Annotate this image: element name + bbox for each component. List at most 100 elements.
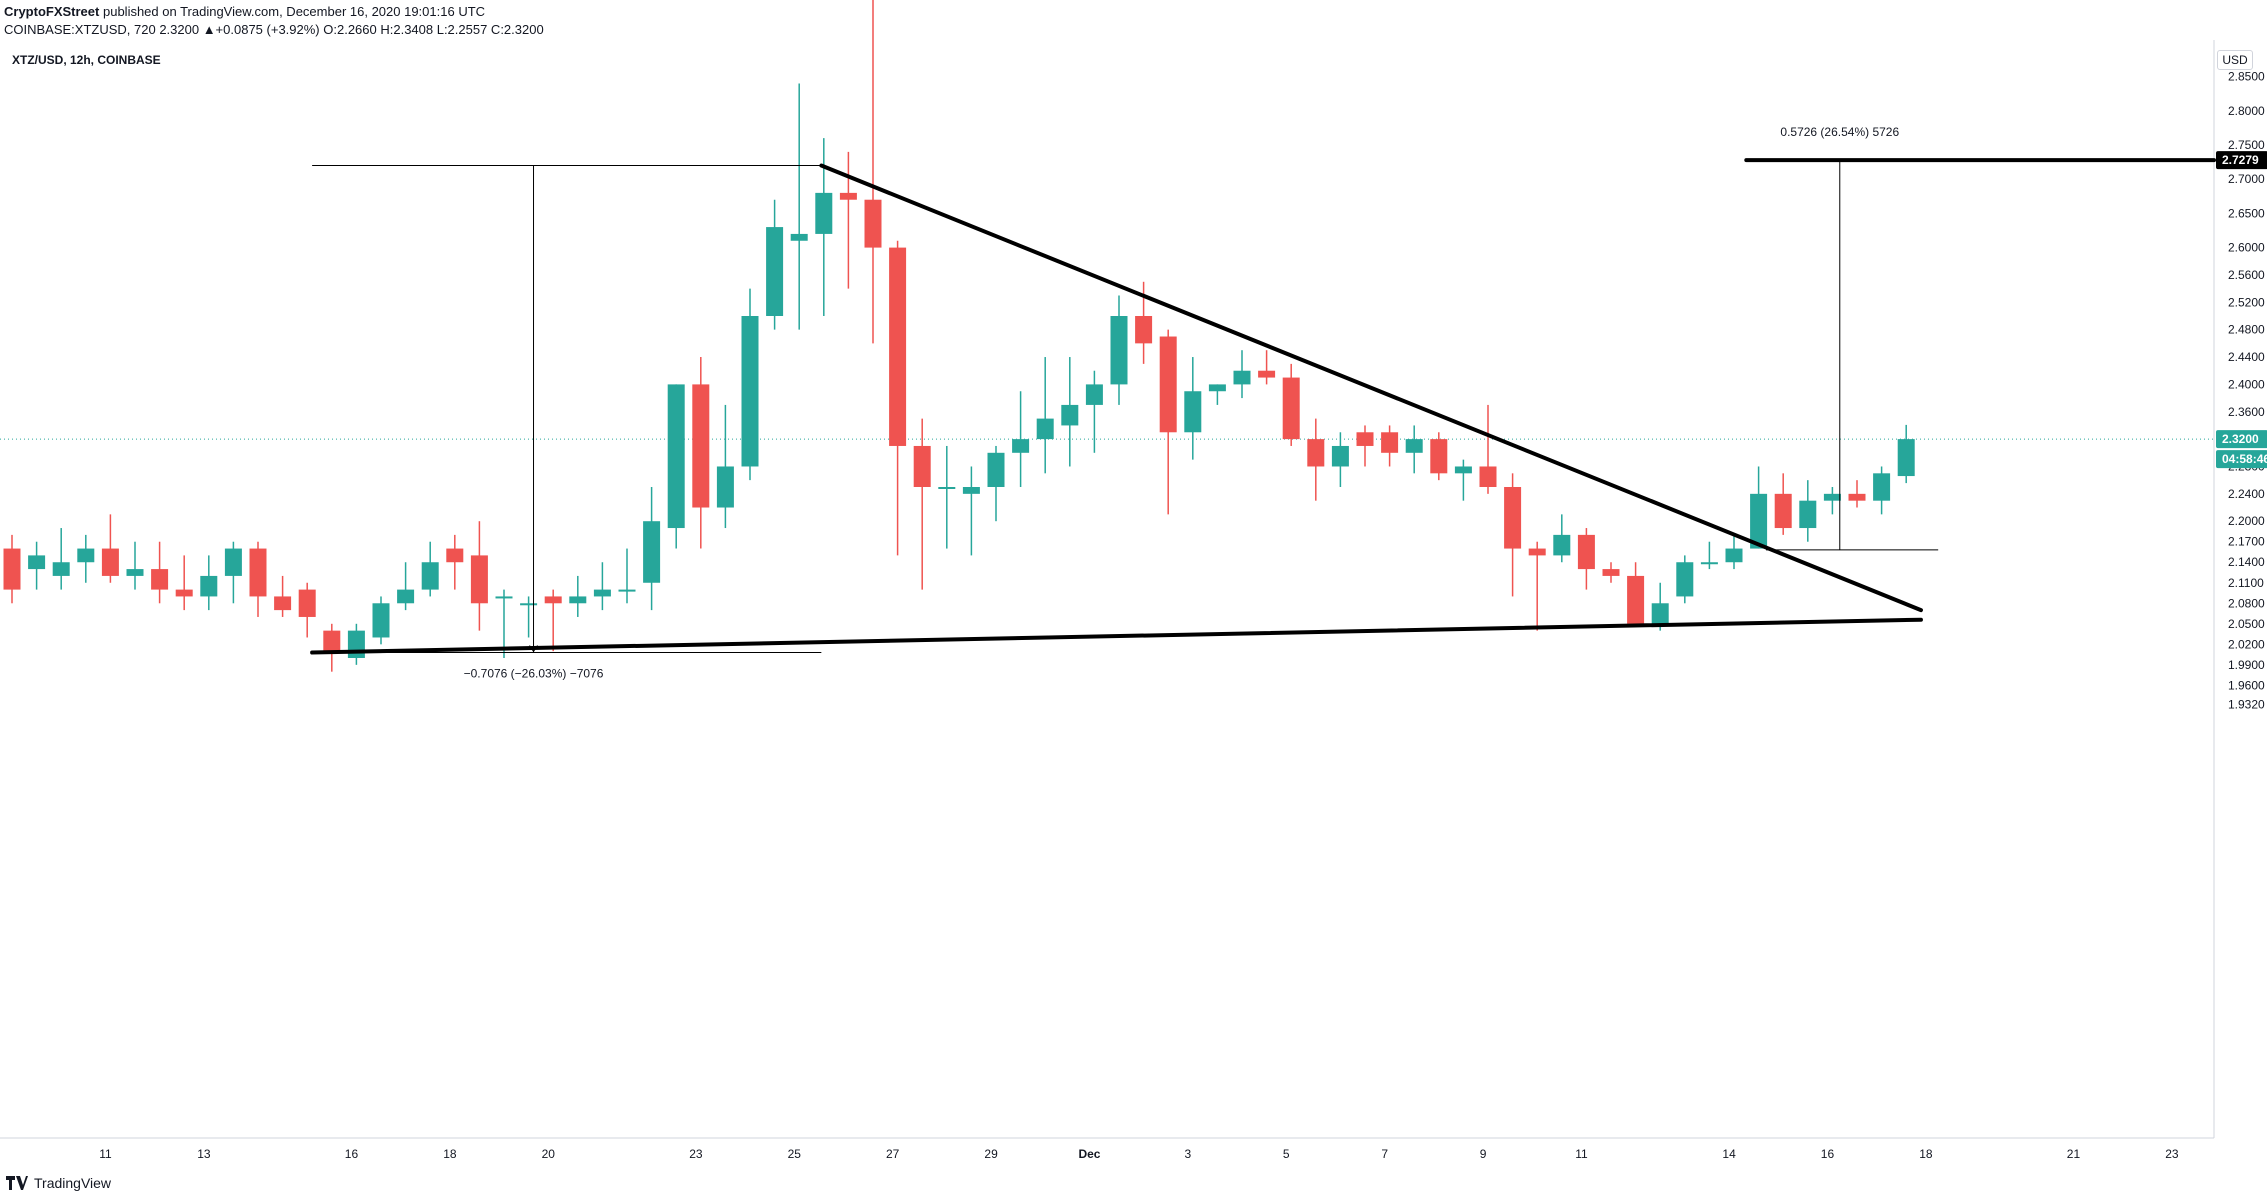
candle[interactable] [1750, 466, 1768, 549]
candle[interactable] [1331, 432, 1349, 487]
candle[interactable] [1602, 562, 1620, 583]
candle[interactable] [1725, 534, 1743, 570]
support-trendline[interactable] [310, 617, 1923, 655]
price-tick-label: 2.0800 [2228, 596, 2265, 610]
candle-body [1135, 316, 1153, 344]
candle[interactable] [1430, 432, 1448, 481]
candle[interactable] [126, 541, 144, 590]
descending-trendline[interactable] [819, 163, 1923, 613]
candle[interactable] [52, 528, 70, 590]
candle-body [1700, 562, 1718, 565]
candle[interactable] [913, 418, 931, 590]
candle[interactable] [175, 555, 193, 611]
candle[interactable] [1479, 404, 1497, 494]
candle[interactable] [1184, 357, 1202, 460]
symbol-label: XTZ/USD, 12h, COINBASE [12, 53, 161, 67]
time-tick-label: 14 [1722, 1147, 1736, 1161]
candle[interactable] [28, 541, 46, 590]
candle[interactable] [1258, 350, 1276, 385]
candle[interactable] [1873, 466, 1891, 515]
tradingview-logo-icon [6, 1176, 28, 1190]
candle[interactable] [446, 534, 464, 590]
candle[interactable] [1405, 425, 1423, 474]
candle[interactable] [421, 541, 439, 597]
candle[interactable] [667, 384, 685, 549]
candle[interactable] [741, 288, 759, 481]
candle[interactable] [1061, 357, 1079, 467]
candle[interactable] [1676, 555, 1694, 604]
candle[interactable] [372, 596, 390, 645]
candle[interactable] [1307, 418, 1325, 501]
candle[interactable] [1012, 391, 1030, 487]
currency-label[interactable]: USD [2217, 50, 2253, 70]
candle[interactable] [938, 445, 956, 549]
candle[interactable] [593, 562, 611, 611]
candle[interactable] [3, 534, 21, 604]
current-price-tag-bg [2216, 430, 2267, 449]
candle[interactable] [1233, 350, 1251, 399]
candle[interactable] [643, 487, 661, 611]
price-tick-label: 2.5200 [2228, 295, 2265, 309]
candle[interactable] [716, 404, 734, 529]
candle[interactable] [77, 534, 95, 583]
candle-body [1331, 445, 1349, 467]
candle[interactable] [520, 596, 538, 638]
candle[interactable] [692, 357, 710, 549]
candle[interactable] [495, 589, 513, 658]
candle[interactable] [224, 541, 242, 604]
candle[interactable] [1774, 473, 1792, 535]
candle[interactable] [766, 199, 784, 330]
candle[interactable] [1651, 582, 1669, 631]
price-tick-label: 2.7000 [2228, 172, 2265, 186]
candle[interactable] [1577, 528, 1595, 590]
candle[interactable] [470, 521, 488, 631]
candle[interactable] [1381, 425, 1399, 467]
candle-body [766, 227, 784, 316]
candle[interactable] [1110, 295, 1128, 405]
candle[interactable] [298, 582, 316, 638]
candle[interactable] [1848, 480, 1866, 508]
candle[interactable] [618, 548, 636, 604]
candle[interactable] [544, 589, 562, 652]
candle[interactable] [249, 541, 267, 617]
candle[interactable] [1208, 384, 1226, 405]
candle[interactable] [1823, 487, 1841, 515]
candle[interactable] [987, 445, 1005, 522]
candle[interactable] [1799, 480, 1817, 542]
candle[interactable] [397, 562, 415, 611]
candle[interactable] [790, 83, 808, 330]
candle[interactable] [1159, 329, 1177, 515]
candle-body [815, 192, 833, 234]
candle[interactable] [569, 575, 587, 617]
candle[interactable] [1454, 459, 1472, 501]
candle-body [1454, 466, 1472, 474]
candle[interactable] [1282, 363, 1300, 446]
publisher-name[interactable]: CryptoFXStreet [4, 4, 100, 19]
candle[interactable] [889, 240, 907, 556]
candle[interactable] [1504, 473, 1522, 597]
candle[interactable] [101, 514, 119, 583]
price-tick-label: 2.7500 [2228, 138, 2265, 152]
candle[interactable] [864, 0, 882, 344]
candle-body [987, 452, 1005, 487]
candle[interactable] [962, 466, 980, 556]
bar-countdown-tag: 04:58:46 [2216, 450, 2267, 469]
candle[interactable] [200, 555, 218, 611]
candle[interactable] [1356, 425, 1374, 467]
candle[interactable] [1036, 357, 1054, 474]
candle-body [1085, 384, 1103, 405]
candle[interactable] [151, 541, 169, 604]
candle[interactable] [1528, 541, 1546, 631]
time-tick-label: 20 [542, 1147, 556, 1161]
candle[interactable] [1085, 370, 1103, 453]
candle[interactable] [1897, 424, 1915, 484]
candle[interactable] [1627, 562, 1645, 624]
candle[interactable] [1553, 514, 1571, 563]
candle[interactable] [274, 575, 292, 617]
candle[interactable] [323, 623, 341, 672]
candle[interactable] [1700, 541, 1718, 570]
price-tick-label: 2.2400 [2228, 487, 2265, 501]
footer-brand[interactable]: TradingView [34, 1175, 112, 1191]
candle[interactable] [347, 623, 365, 665]
